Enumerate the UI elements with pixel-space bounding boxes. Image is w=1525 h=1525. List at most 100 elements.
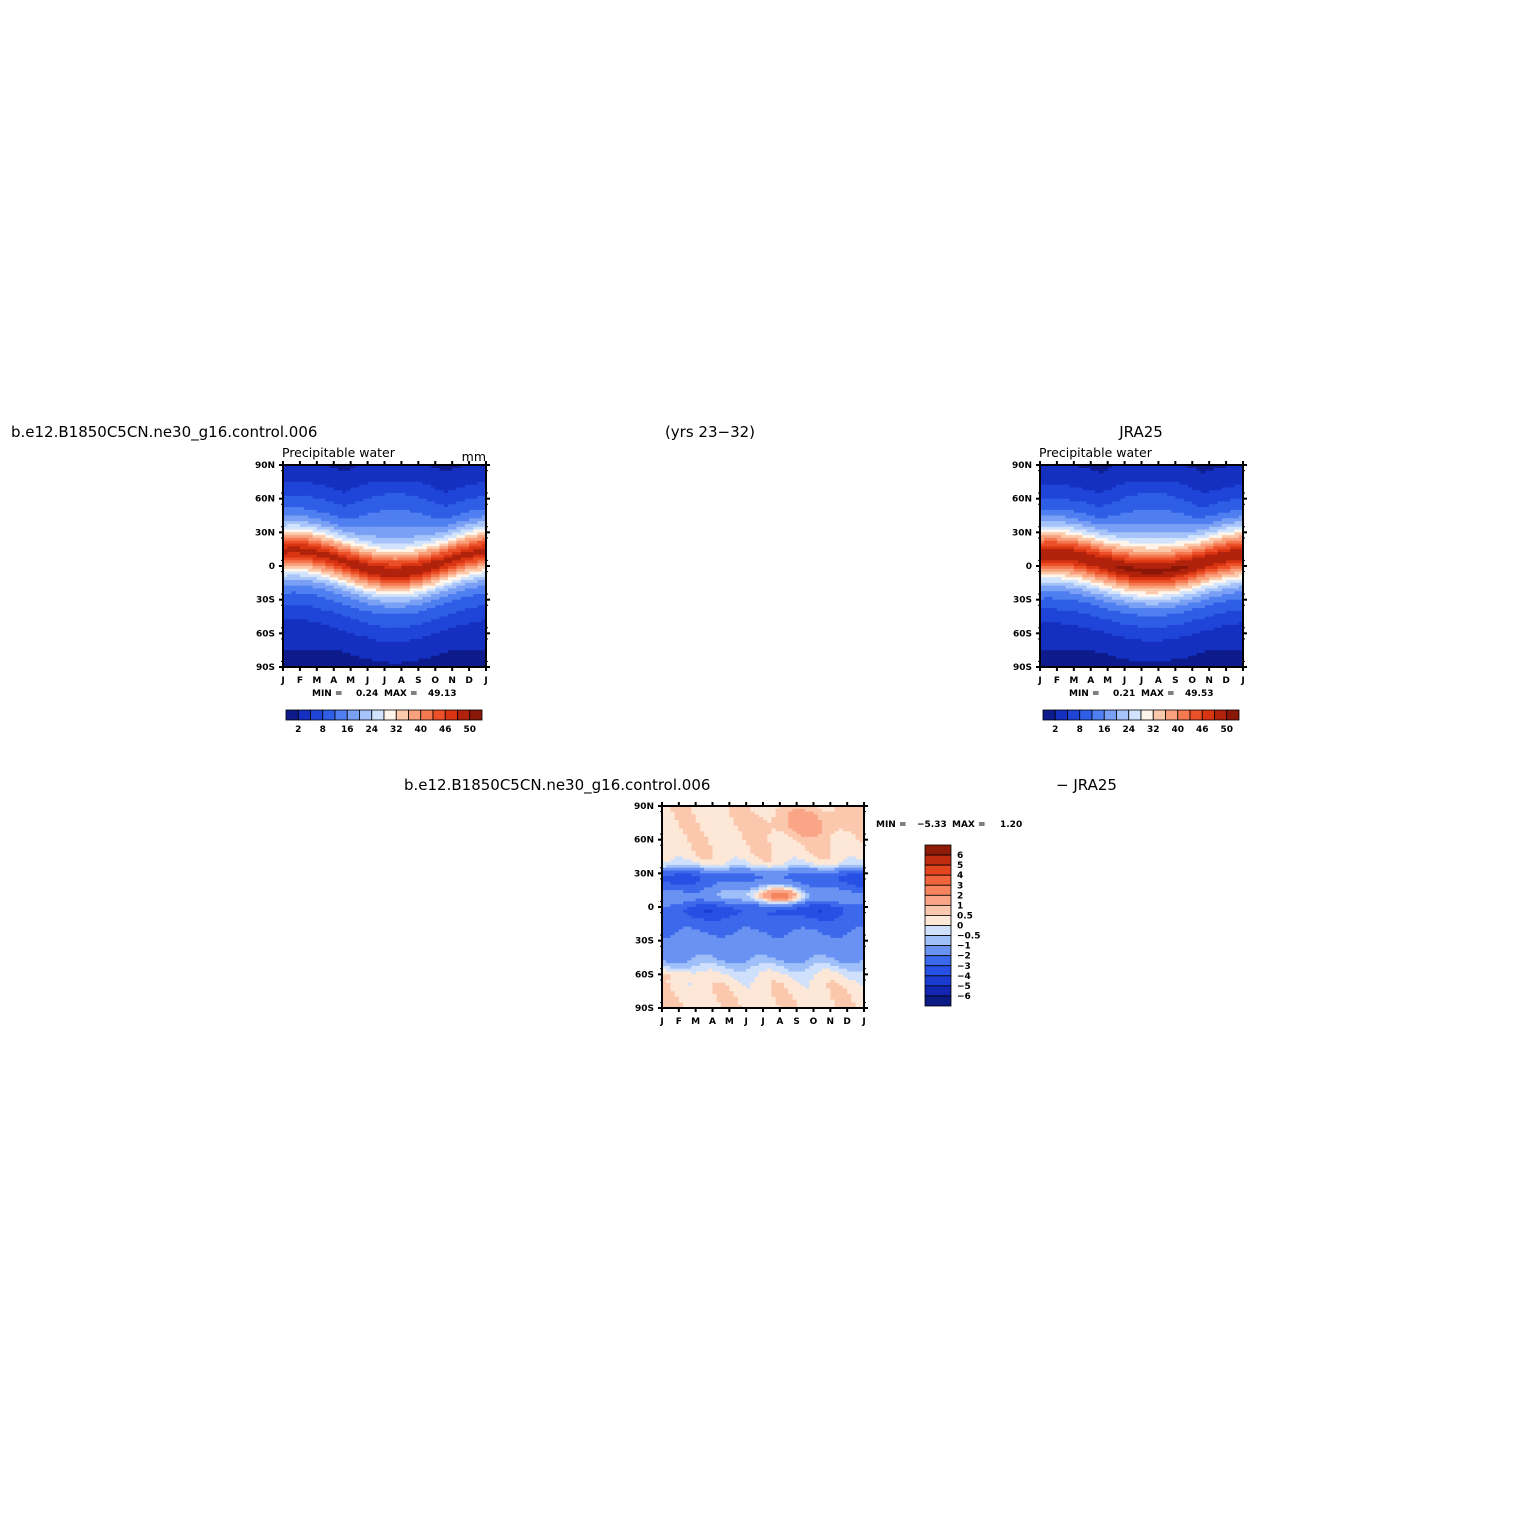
model-cell: [342, 495, 348, 500]
model-cell: [321, 467, 326, 472]
model-cell: [291, 543, 297, 547]
model-cell: [418, 551, 424, 556]
model-cell: [447, 521, 453, 525]
model-cell: [447, 504, 453, 508]
model-cell: [435, 512, 441, 517]
model-cell: [371, 582, 377, 587]
model-cell: [354, 577, 360, 581]
model-cell: [473, 588, 479, 592]
model-cell: [346, 501, 352, 505]
model-cell: [426, 554, 432, 559]
model-cell: [405, 543, 411, 547]
model-cell: [291, 467, 297, 472]
model-cell: [456, 476, 462, 480]
model-cell: [460, 549, 466, 553]
model-cell: [392, 518, 398, 522]
model-cell: [308, 610, 314, 615]
model-cell: [299, 560, 305, 564]
model-cell: [384, 495, 390, 500]
model-cell: [388, 546, 394, 550]
model-cell: [363, 585, 369, 590]
model-cell: [321, 484, 326, 489]
model-cell: [354, 549, 360, 553]
model-cell: [409, 467, 415, 472]
model-cell: [414, 577, 419, 581]
model-cell: [392, 566, 398, 570]
model-cell: [283, 577, 288, 581]
model-colorbar-label: 2: [295, 725, 301, 735]
model-cell: [384, 529, 390, 533]
model-cell: [388, 543, 394, 547]
model-cell: [287, 509, 293, 514]
model-cell: [325, 504, 331, 508]
model-cell: [283, 490, 288, 494]
model-cell: [321, 563, 326, 567]
model-cell: [376, 507, 381, 511]
model-cell: [431, 610, 436, 615]
model-cell: [401, 465, 407, 469]
model-cell: [477, 493, 483, 497]
model-cell: [354, 490, 360, 494]
model-cell: [380, 529, 386, 533]
model-cell: [350, 521, 356, 525]
model-cell: [452, 613, 457, 618]
model-cell: [422, 529, 428, 533]
model-cell: [363, 537, 369, 542]
model-cell: [333, 490, 339, 494]
model-cell: [283, 507, 288, 511]
model-cell: [371, 557, 377, 561]
model-cell: [321, 465, 326, 469]
model-cell: [405, 546, 411, 550]
model-cell: [308, 490, 314, 494]
model-cell: [431, 582, 436, 587]
model-cell: [401, 605, 407, 609]
model-cell: [426, 577, 432, 581]
model-cell: [337, 523, 343, 528]
model-cell: [329, 568, 335, 573]
model-cell: [392, 495, 398, 500]
model-cell: [291, 493, 297, 497]
model-cell: [473, 585, 479, 590]
model-cell: [388, 585, 394, 590]
model-cell: [435, 557, 441, 561]
model-cell: [409, 560, 415, 564]
model-cell: [287, 523, 293, 528]
model-cell: [481, 535, 487, 539]
model-cell: [329, 504, 335, 508]
model-cell: [414, 540, 419, 545]
model-cell: [431, 529, 436, 533]
model-cell: [283, 540, 288, 545]
model-cell: [342, 507, 348, 511]
model-cell: [481, 529, 487, 533]
model-cell: [460, 512, 466, 517]
model-cell: [397, 596, 403, 601]
model-cell: [304, 580, 309, 584]
model-cell: [405, 493, 411, 497]
model-cell: [295, 580, 301, 584]
model-cell: [359, 571, 364, 576]
model-cell: [469, 479, 474, 483]
model-cell: [405, 495, 411, 500]
model-cell: [414, 560, 419, 564]
model-cell: [299, 529, 305, 533]
model-cell: [380, 518, 386, 522]
model-cell: [392, 481, 398, 486]
model-cell: [316, 549, 322, 553]
model-cell: [363, 549, 369, 553]
model-cell: [409, 563, 415, 567]
model-cell: [363, 546, 369, 550]
model-cell: [439, 537, 445, 542]
model-cell: [329, 585, 335, 590]
model-cell: [333, 515, 339, 519]
model-cell: [384, 554, 390, 559]
model-cell: [409, 613, 415, 618]
model-cell: [481, 523, 487, 528]
model-cell: [405, 501, 411, 505]
model-cell: [443, 526, 449, 531]
model-cell: [342, 515, 348, 519]
model-cell: [418, 602, 424, 606]
model-cell: [308, 554, 314, 559]
model-cell: [371, 551, 377, 556]
model-cell: [376, 481, 381, 486]
model-cell: [354, 616, 360, 620]
